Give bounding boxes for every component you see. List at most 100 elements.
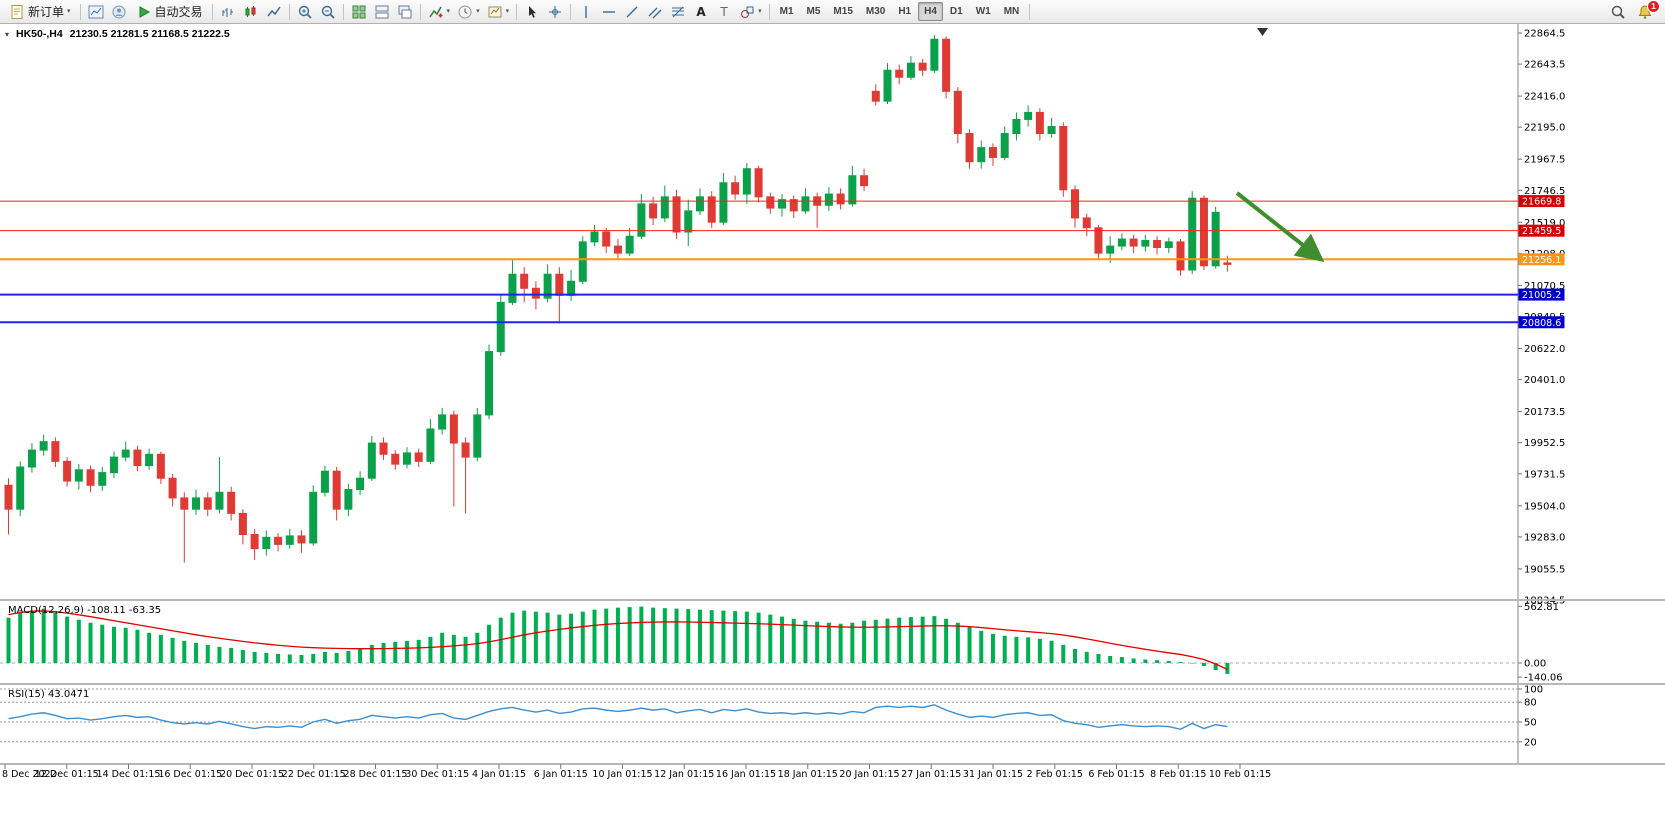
candle-up <box>543 273 552 299</box>
candle-up <box>367 442 376 479</box>
horizontal-line-button[interactable] <box>598 2 620 22</box>
candle-down <box>731 182 740 195</box>
candle-down <box>51 441 60 462</box>
svg-text:12 Dec 01:15: 12 Dec 01:15 <box>35 769 99 780</box>
candle-down <box>133 449 142 467</box>
shapes-button[interactable]: ▾ <box>736 2 765 22</box>
candle-down <box>449 414 458 444</box>
shapes-icon <box>739 4 755 20</box>
tile-windows-button[interactable] <box>348 2 370 22</box>
candle-up <box>637 203 646 237</box>
trendline-button[interactable] <box>621 2 643 22</box>
vertical-line-button[interactable] <box>575 2 597 22</box>
svg-text:22643.5: 22643.5 <box>1524 60 1565 71</box>
timeframe-mn-button[interactable]: MN <box>998 2 1026 21</box>
candle-down <box>836 193 845 205</box>
timeframe-h4-button[interactable]: H4 <box>918 2 943 21</box>
zoom-out-icon <box>320 4 336 20</box>
auto-trading-label: 自动交易 <box>154 5 203 19</box>
timeframe-m1-button[interactable]: M1 <box>774 2 800 21</box>
trend-arrow-annotation[interactable] <box>1235 191 1325 262</box>
collapse-triangle-icon[interactable]: ▾ <box>5 29 10 39</box>
candle-down <box>965 133 974 163</box>
profile-button[interactable] <box>108 2 130 22</box>
candle-up <box>695 196 704 212</box>
price-badge <box>1518 288 1565 301</box>
crosshair-button[interactable] <box>544 2 566 22</box>
chart-canvas[interactable]: 22864.5 22643.5 22416.0 22195.0 21967.5 21746… <box>0 24 1665 835</box>
timeframe-m15-button[interactable]: M15 <box>827 2 858 21</box>
zoom-in-button[interactable] <box>294 2 316 22</box>
vertical-line-icon <box>578 4 594 20</box>
new-order-button[interactable]: 新订单 ▾ <box>4 2 76 22</box>
candle-down <box>414 452 423 462</box>
candle-down <box>1223 262 1232 265</box>
periods-button[interactable]: ▾ <box>454 2 483 22</box>
toolbar-separator <box>768 3 770 20</box>
candles-chart-button[interactable] <box>240 2 262 22</box>
arrange-windows-button[interactable] <box>371 2 393 22</box>
candle-down <box>988 147 997 158</box>
new-order-label: 新订单 <box>28 5 65 19</box>
svg-text:20401.0: 20401.0 <box>1524 375 1565 386</box>
rsi-line <box>8 704 1228 730</box>
candle-up <box>977 147 986 163</box>
bars-chart-button[interactable] <box>217 2 239 22</box>
svg-text:21519.0: 21519.0 <box>1524 218 1565 229</box>
price-axis[interactable]: 22864.5 22643.5 22416.0 22195.0 21967.5 21746… <box>1517 24 1565 764</box>
chart-shift-marker[interactable] <box>1257 28 1268 36</box>
svg-text:19283.0: 19283.0 <box>1524 532 1565 543</box>
label-button[interactable]: T <box>713 2 735 22</box>
indicators-button[interactable]: ▾ <box>425 2 454 22</box>
notifications-button[interactable]: 1 <box>1637 0 1660 20</box>
main-toolbar: 新订单 ▾ 自动交易 ▾ ▾ ▾ A T ▾ M1 M5 M15 M30 H1 H4 D1 W1 MN 1 <box>0 0 1665 24</box>
candle-up <box>660 196 669 219</box>
svg-text:A: A <box>696 5 706 19</box>
fibonacci-button[interactable] <box>667 2 689 22</box>
arrange-windows-icon <box>374 4 390 20</box>
svg-text:0.00: 0.00 <box>1524 659 1546 670</box>
candle-down <box>4 484 13 510</box>
svg-text:21746.5: 21746.5 <box>1524 186 1565 197</box>
cursor-button[interactable] <box>521 2 543 22</box>
svg-text:80: 80 <box>1524 698 1537 709</box>
zoom-out-button[interactable] <box>317 2 339 22</box>
cascade-windows-button[interactable] <box>394 2 416 22</box>
candle-down <box>168 477 177 499</box>
svg-text:20: 20 <box>1524 737 1537 748</box>
candle-up <box>1164 241 1173 248</box>
candle-up <box>262 536 271 550</box>
svg-text:6 Jan 01:15: 6 Jan 01:15 <box>534 769 588 780</box>
svg-text:19055.5: 19055.5 <box>1524 564 1565 575</box>
svg-text:21256.1: 21256.1 <box>1522 255 1561 266</box>
candle-up <box>1047 125 1056 135</box>
candle-down <box>895 69 904 78</box>
timeframe-m5-button[interactable]: M5 <box>801 2 827 21</box>
chevron-down-icon: ▾ <box>758 8 762 15</box>
search-button[interactable] <box>1607 2 1629 22</box>
templates-button[interactable]: ▾ <box>484 2 513 22</box>
toolbar-separator <box>1029 3 1031 20</box>
price-badges: 21669.8 21459.5 21256.1 21005.2 20808.6 <box>1518 195 1565 329</box>
candle-up <box>98 472 107 486</box>
channel-button[interactable] <box>644 2 666 22</box>
timeframe-d1-button[interactable]: D1 <box>944 2 969 21</box>
candle-down <box>953 90 962 135</box>
svg-text:21669.8: 21669.8 <box>1522 197 1561 208</box>
svg-text:4 Jan 01:15: 4 Jan 01:15 <box>472 769 526 780</box>
chart-ohlc-header: ▾ HK50-,H4 21230.5 21281.5 21168.5 21222… <box>5 28 230 40</box>
timeframe-w1-button[interactable]: W1 <box>970 2 997 21</box>
timeframe-m30-button[interactable]: M30 <box>860 2 891 21</box>
candle-up <box>109 456 118 474</box>
crosshair-icon <box>547 4 563 20</box>
svg-text:6 Feb 01:15: 6 Feb 01:15 <box>1088 769 1144 780</box>
auto-trading-button[interactable]: 自动交易 <box>131 2 208 22</box>
line-chart-button[interactable] <box>263 2 285 22</box>
timeframe-h1-button[interactable]: H1 <box>892 2 917 21</box>
toolbar-separator <box>516 3 518 20</box>
text-button[interactable]: A <box>690 2 712 22</box>
candle-down <box>602 231 611 247</box>
chart-window-button[interactable] <box>85 2 107 22</box>
toolbar-separator <box>342 3 344 20</box>
